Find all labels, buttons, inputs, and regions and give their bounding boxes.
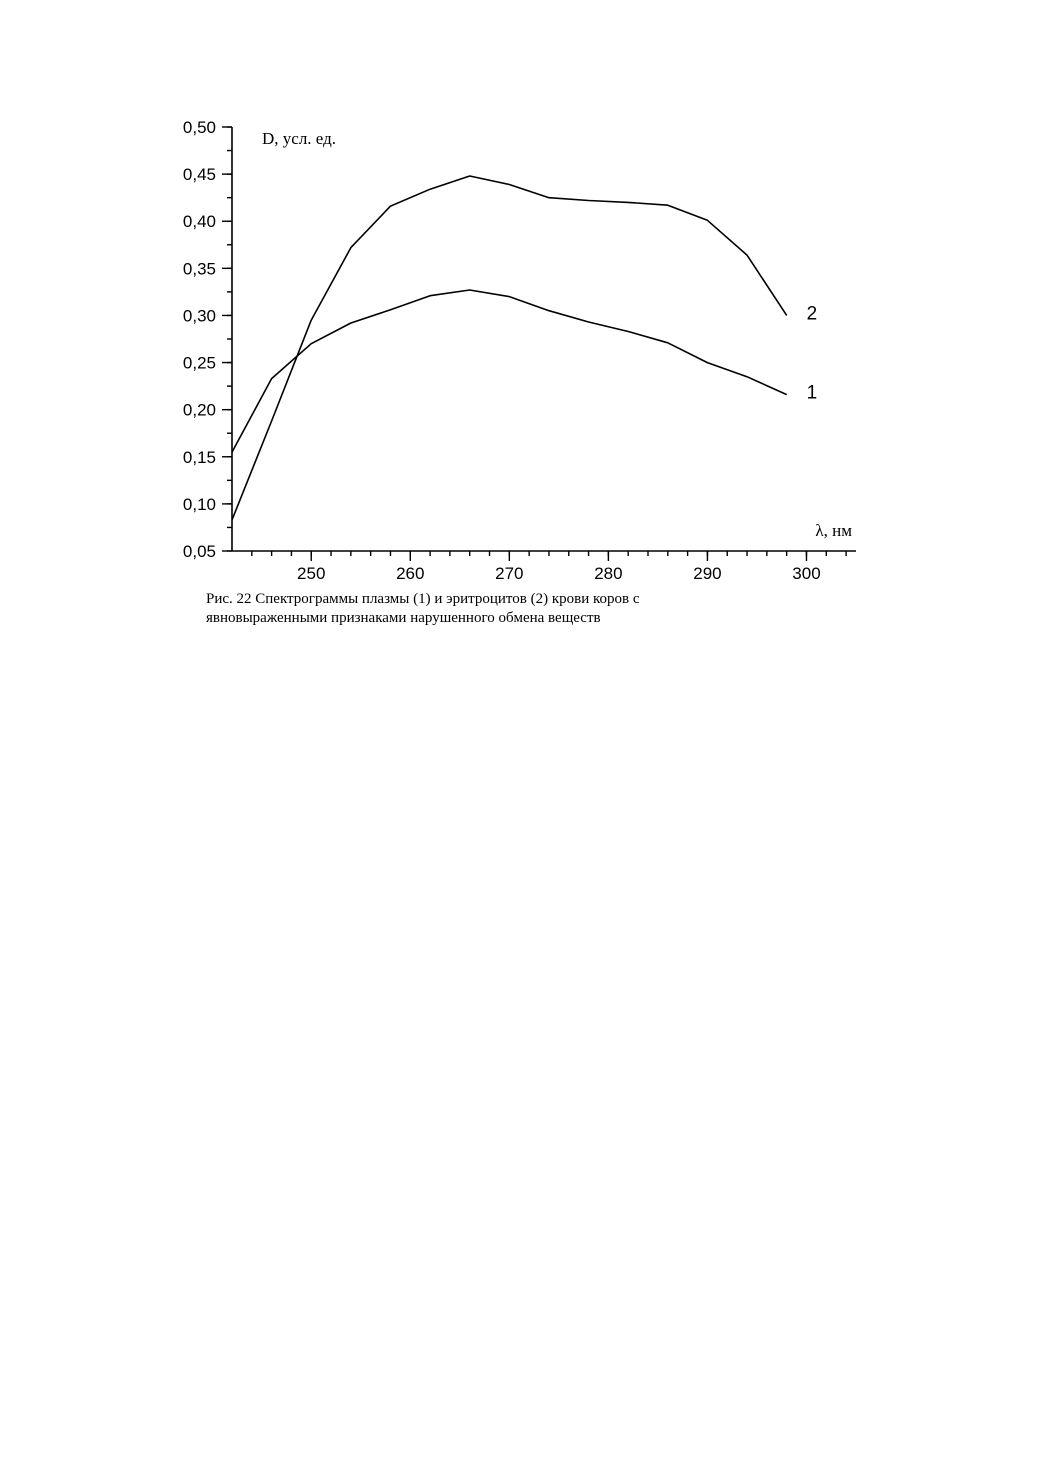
y-tick-label: 0,35 <box>183 259 216 278</box>
y-tick-label: 0,25 <box>183 354 216 373</box>
caption-line-2: явновыраженными признаками нарушенного о… <box>206 610 601 626</box>
axes <box>231 127 856 552</box>
y-tick-label: 0,40 <box>183 212 216 231</box>
x-tick-label: 270 <box>495 564 523 583</box>
y-tick-label: 0,50 <box>183 118 216 137</box>
ticks <box>222 126 847 561</box>
x-tick-label: 280 <box>594 564 622 583</box>
figure-caption: Рис. 22 Спектрограммы плазмы (1) и эритр… <box>206 590 846 628</box>
y-tick-label: 0,30 <box>183 306 216 325</box>
x-tick-label: 300 <box>792 564 820 583</box>
series-line-2 <box>231 175 788 521</box>
series-line-1 <box>231 289 788 453</box>
series-label-1: 1 <box>807 383 818 404</box>
series-lines <box>231 175 788 521</box>
y-tick-label: 0,10 <box>183 495 216 514</box>
y-tick-label: 0,45 <box>183 165 216 184</box>
series-label-2: 2 <box>807 303 818 324</box>
x-tick-label: 250 <box>297 564 325 583</box>
y-tick-label: 0,15 <box>183 448 216 467</box>
spectrogram-chart: 0,05 0,10 0,15 0,20 0,25 0,30 0,35 0,40 0,45 0,50… <box>183 118 856 583</box>
labels: 0,05 0,10 0,15 0,20 0,25 0,30 0,35 0,40 0,45 0,50… <box>183 118 852 583</box>
y-tick-label: 0,20 <box>183 401 216 420</box>
y-axis-title: D, усл. ед. <box>262 129 336 148</box>
x-axis-title: λ, нм <box>815 521 852 540</box>
y-tick-label: 0,05 <box>183 542 216 561</box>
caption-line-1: Рис. 22 Спектрограммы плазмы (1) и эритр… <box>206 591 640 607</box>
x-tick-label: 260 <box>396 564 424 583</box>
x-tick-label: 290 <box>693 564 721 583</box>
figure: 0,05 0,10 0,15 0,20 0,25 0,30 0,35 0,40 0,45 0,50… <box>0 0 1040 660</box>
